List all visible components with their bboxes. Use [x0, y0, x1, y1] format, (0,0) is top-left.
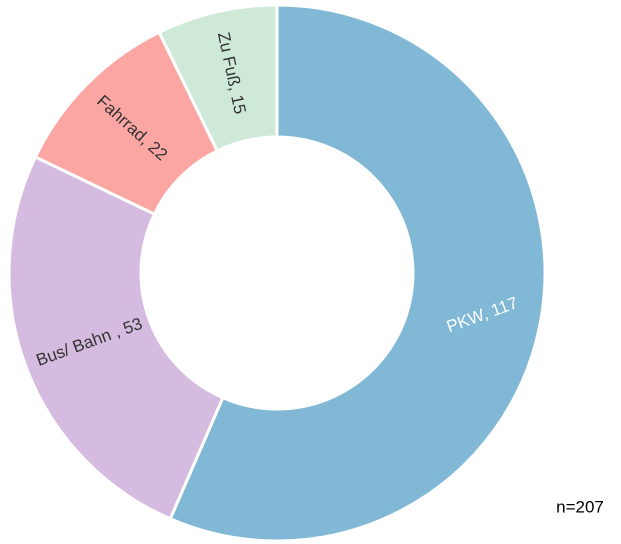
- annotation: n=207: [556, 497, 604, 516]
- donut-segment: [168, 3, 547, 543]
- donut-segment: [157, 3, 279, 153]
- donut-segment: [7, 154, 225, 521]
